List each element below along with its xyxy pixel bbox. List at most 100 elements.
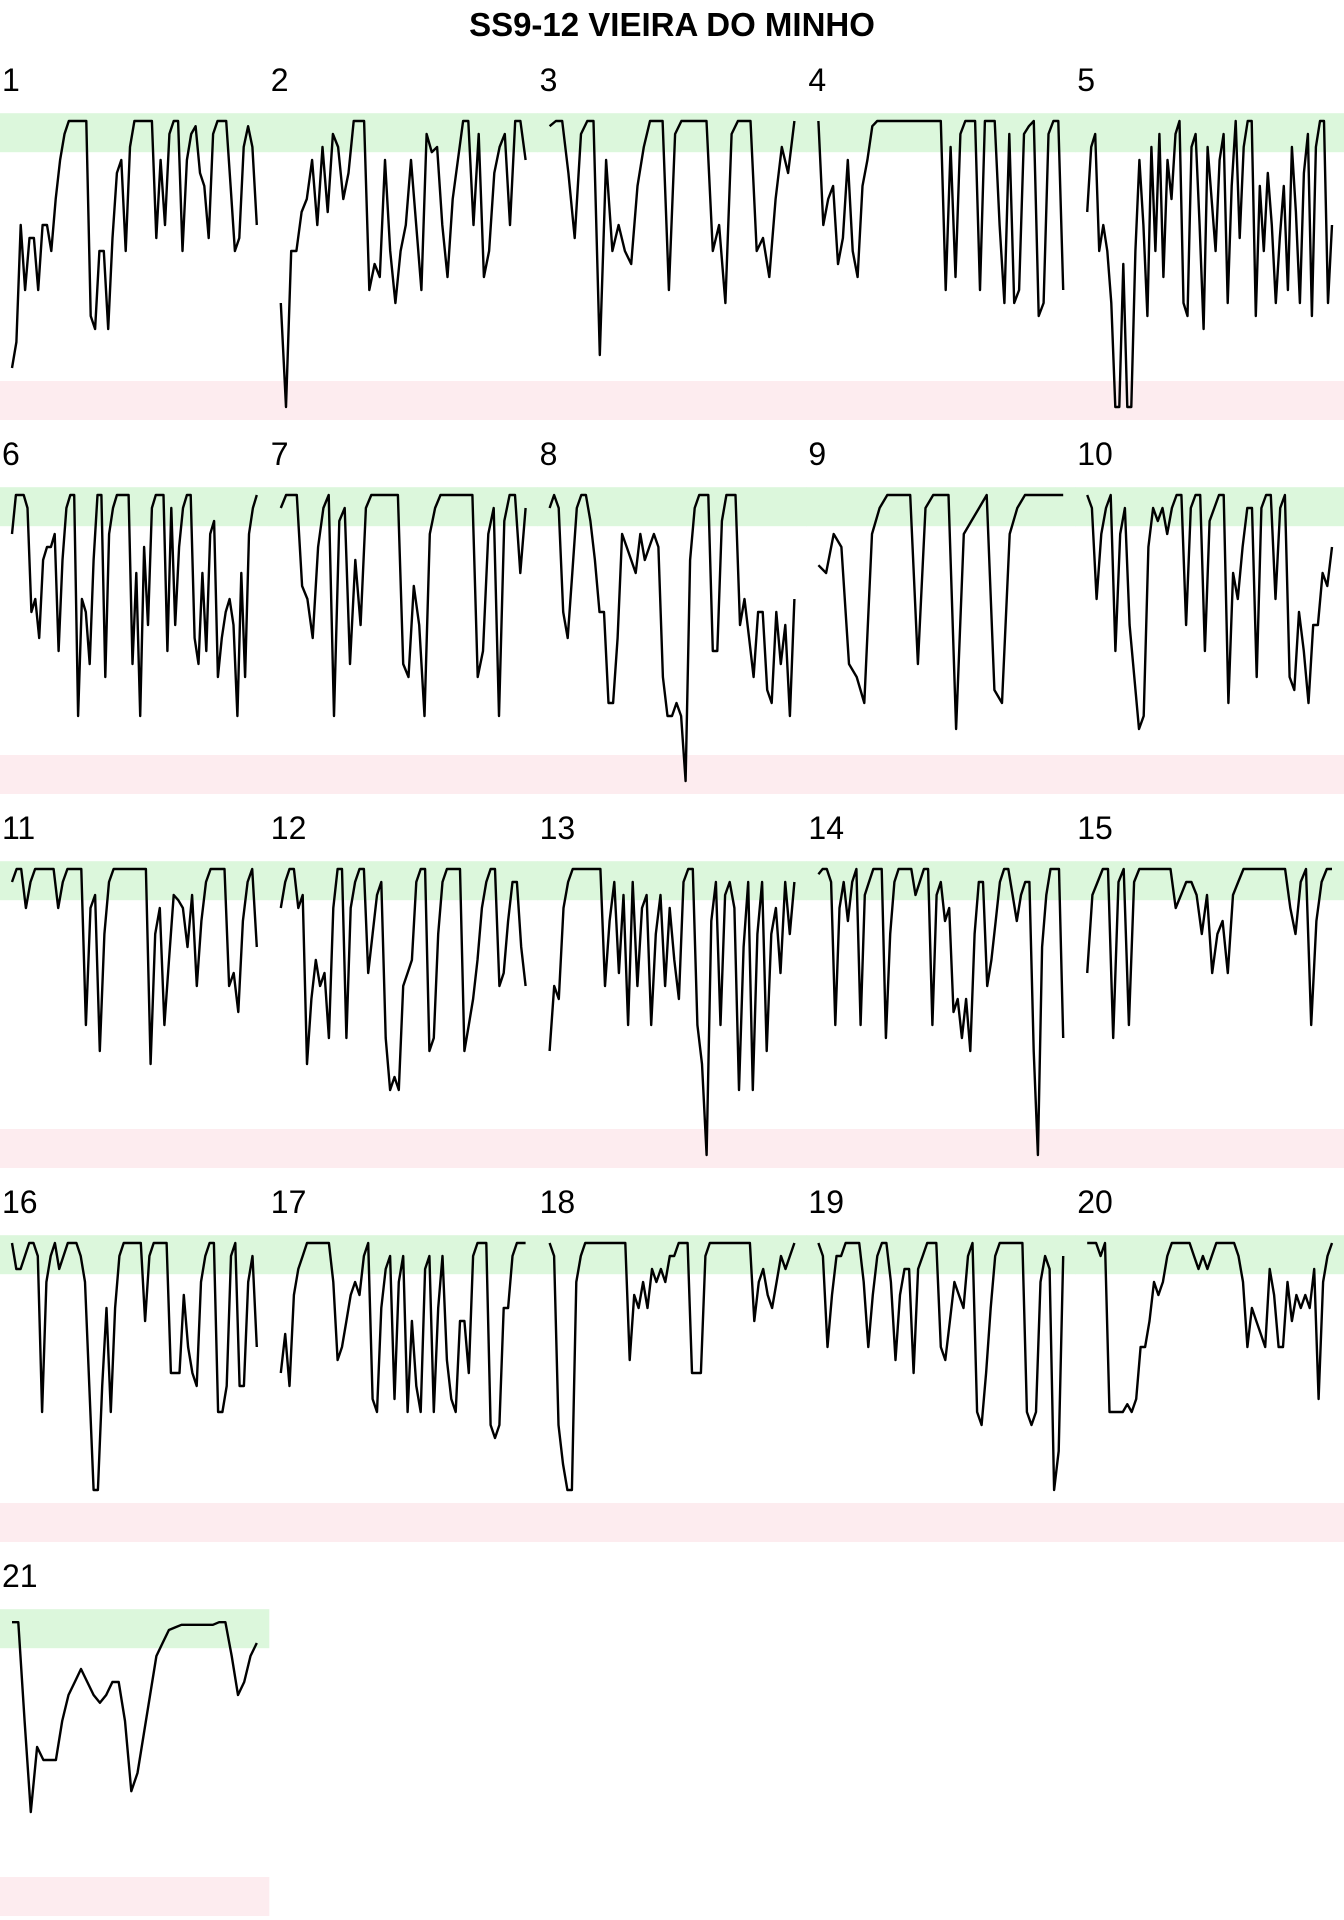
- low-band: [0, 1503, 270, 1542]
- panel-6: 6: [0, 436, 270, 794]
- series-line: [279, 119, 527, 409]
- low-band: [268, 755, 539, 794]
- low-band: [537, 381, 807, 420]
- series-line: [548, 119, 796, 357]
- high-band: [0, 1235, 270, 1275]
- low-band: [0, 1129, 270, 1168]
- series-line: [817, 493, 1064, 731]
- series-line: [548, 867, 796, 1157]
- low-band: [537, 1129, 807, 1168]
- series-line: [817, 1241, 1065, 1492]
- series-line: [10, 867, 258, 1066]
- high-band: [537, 861, 807, 901]
- low-band: [268, 1503, 539, 1542]
- panel-label: 13: [540, 810, 576, 846]
- series-line: [12, 1620, 258, 1814]
- series-line: [548, 1241, 796, 1492]
- panel-label: 7: [271, 436, 289, 472]
- panel-label: 11: [2, 810, 35, 846]
- panel-label: 2: [271, 62, 289, 98]
- panel-label: 18: [540, 1184, 576, 1220]
- series-line: [1087, 1241, 1334, 1414]
- series-line: [1086, 493, 1334, 731]
- high-band: [0, 487, 270, 527]
- panel-2: 2: [268, 62, 539, 420]
- panel-label: 16: [2, 1184, 38, 1220]
- panel-label: 8: [540, 436, 558, 472]
- series-line: [1086, 867, 1332, 1040]
- low-band: [806, 1129, 1076, 1168]
- panel-3: 3: [537, 62, 807, 420]
- series-line: [10, 493, 258, 718]
- series-line: [10, 1241, 258, 1492]
- low-band: [537, 755, 807, 794]
- low-band: [1075, 755, 1344, 794]
- panel-label: 10: [1077, 436, 1113, 472]
- panel-10: 10: [1075, 436, 1344, 794]
- high-band: [1075, 1235, 1344, 1275]
- high-band: [0, 1609, 270, 1649]
- panel-1: 1: [0, 62, 270, 420]
- panel-9: 9: [806, 436, 1076, 794]
- series-line: [817, 867, 1065, 1157]
- panel-label: 5: [1077, 62, 1095, 98]
- high-band: [268, 487, 539, 527]
- series-line: [279, 867, 527, 1092]
- panel-label: 4: [808, 62, 826, 98]
- panel-19: 19: [806, 1184, 1076, 1542]
- low-band: [1075, 1503, 1344, 1542]
- series-line: [279, 1241, 526, 1440]
- panel-21: 21: [0, 1558, 270, 1916]
- high-band: [806, 487, 1076, 527]
- high-band: [0, 861, 270, 901]
- panel-label: 3: [540, 62, 558, 98]
- panel-8: 8: [537, 436, 807, 794]
- panel-16: 16: [0, 1184, 270, 1542]
- high-band: [537, 487, 807, 527]
- high-band: [0, 113, 270, 153]
- panel-label: 15: [1077, 810, 1113, 846]
- panel-label: 1: [2, 62, 20, 98]
- high-band: [537, 113, 807, 153]
- panel-7: 7: [268, 436, 539, 794]
- panel-4: 4: [806, 62, 1076, 420]
- low-band: [268, 1129, 539, 1168]
- low-band: [806, 1503, 1076, 1542]
- panel-17: 17: [268, 1184, 539, 1542]
- panel-label: 20: [1077, 1184, 1113, 1220]
- series-line: [10, 119, 258, 369]
- panel-label: 14: [808, 810, 844, 846]
- panel-20: 20: [1075, 1184, 1344, 1542]
- low-band: [0, 381, 270, 420]
- high-band: [268, 861, 539, 901]
- low-band: [806, 381, 1076, 420]
- panel-label: 17: [271, 1184, 307, 1220]
- panel-18: 18: [537, 1184, 807, 1542]
- panel-13: 13: [537, 810, 807, 1168]
- low-band: [0, 1877, 270, 1916]
- low-band: [806, 755, 1076, 794]
- panel-11: 11: [0, 810, 270, 1168]
- high-band: [1075, 861, 1344, 901]
- panel-label: 9: [808, 436, 826, 472]
- panel-label: 19: [808, 1184, 844, 1220]
- panel-label: 12: [271, 810, 307, 846]
- series-line: [817, 119, 1065, 318]
- high-band: [1075, 113, 1344, 153]
- panel-12: 12: [268, 810, 539, 1168]
- panel-5: 5: [1075, 62, 1344, 420]
- panel-14: 14: [806, 810, 1076, 1168]
- series-line: [548, 493, 796, 783]
- low-band: [0, 755, 270, 794]
- high-band: [268, 113, 539, 153]
- chart-title: SS9-12 VIEIRA DO MINHO: [469, 6, 875, 43]
- high-band: [806, 1235, 1076, 1275]
- panel-label: 6: [2, 436, 20, 472]
- low-band: [537, 1503, 807, 1542]
- series-line: [279, 493, 527, 718]
- low-band: [268, 381, 539, 420]
- panel-label: 21: [2, 1558, 38, 1594]
- low-band: [1075, 1129, 1344, 1168]
